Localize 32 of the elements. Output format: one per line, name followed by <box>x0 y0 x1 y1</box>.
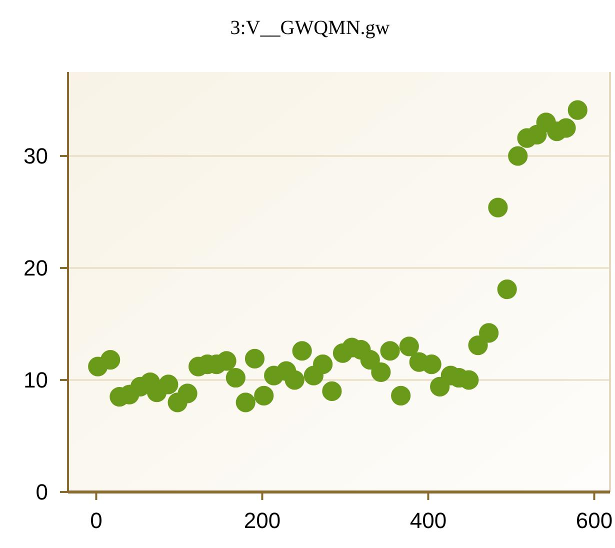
y-tick-label: 20 <box>24 256 48 281</box>
point <box>216 351 236 371</box>
point <box>468 336 488 356</box>
point <box>360 350 380 370</box>
point <box>226 368 246 388</box>
point <box>254 386 274 406</box>
point <box>497 280 517 300</box>
point <box>244 348 265 368</box>
point <box>568 100 588 120</box>
point <box>236 392 256 412</box>
point <box>100 350 120 370</box>
point <box>399 336 419 356</box>
y-tick-label: 0 <box>36 480 48 505</box>
point <box>479 323 499 343</box>
point <box>158 374 178 394</box>
point <box>322 381 342 401</box>
point <box>391 386 411 406</box>
x-tick-label: 400 <box>410 508 447 533</box>
point <box>380 341 400 361</box>
point <box>371 362 391 382</box>
point <box>178 384 198 404</box>
x-tick-label: 0 <box>90 508 102 533</box>
y-tick-label: 10 <box>24 368 48 393</box>
x-tick-label: 200 <box>244 508 281 533</box>
point <box>508 146 528 166</box>
point <box>292 341 312 361</box>
point <box>488 198 508 218</box>
point <box>284 370 304 390</box>
x-tick-label: 600 <box>576 508 613 533</box>
chart-title: 3:V__GWQMN.gw <box>230 17 390 39</box>
y-tick-label: 30 <box>24 144 48 169</box>
point <box>313 354 333 374</box>
